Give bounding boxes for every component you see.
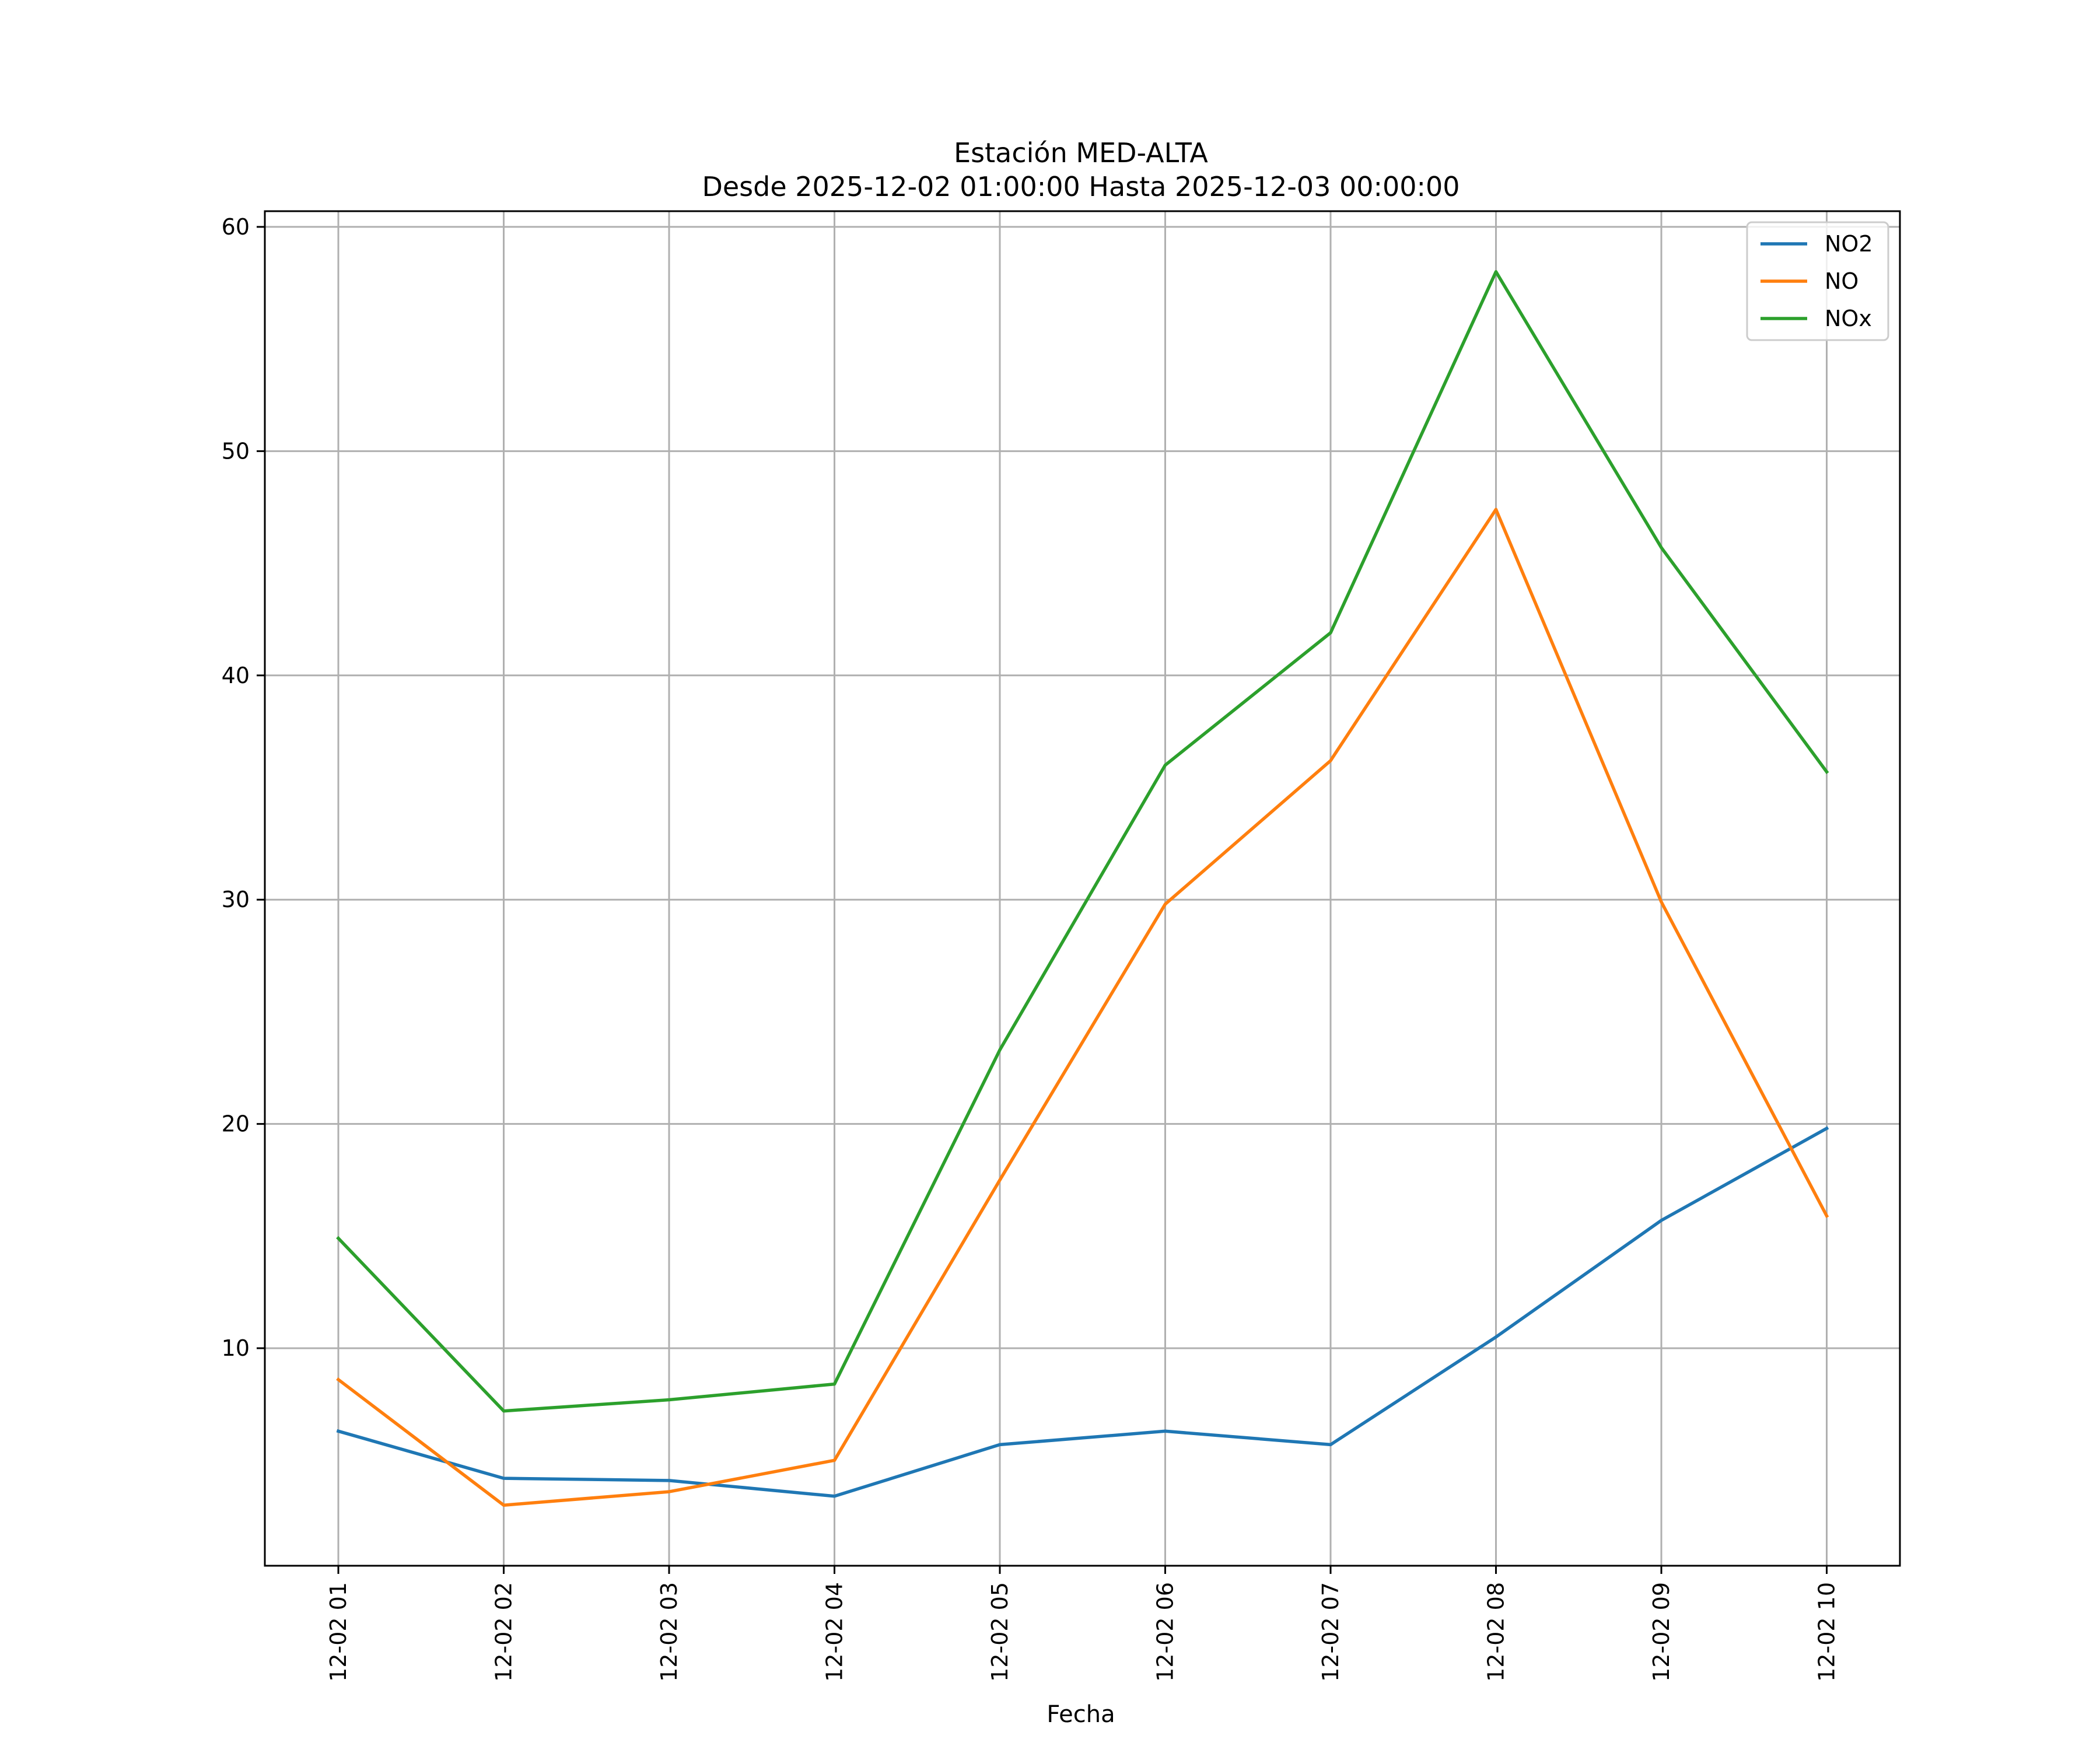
x-tick-label: 12-02 10 bbox=[1814, 1582, 1840, 1682]
x-tick-label: 12-02 03 bbox=[656, 1582, 682, 1682]
grid-lines bbox=[265, 211, 1900, 1566]
series-line-no bbox=[336, 508, 1829, 1507]
legend: NO2 NO NOx bbox=[1746, 221, 1889, 341]
y-tick-label: 40 bbox=[222, 663, 250, 688]
x-tick-label: 12-02 09 bbox=[1648, 1582, 1674, 1682]
chart-subtitle: Desde 2025-12-02 01:00:00 Hasta 2025-12-… bbox=[702, 171, 1460, 202]
x-tick-label: 12-02 05 bbox=[987, 1582, 1013, 1682]
legend-label-no2: NO2 bbox=[1825, 231, 1873, 257]
axis-ticks: 12-02 01 12-02 02 12-02 03 12-02 04 12-02 05… bbox=[222, 214, 1840, 1682]
y-tick-label: 20 bbox=[222, 1111, 250, 1137]
x-tick-label: 12-02 07 bbox=[1318, 1582, 1343, 1682]
plot-frame bbox=[264, 210, 1901, 1567]
x-tick-label: 12-02 08 bbox=[1483, 1582, 1509, 1682]
y-tick-label: 30 bbox=[222, 887, 250, 912]
x-tick-label: 12-02 04 bbox=[822, 1582, 848, 1682]
series-line-nox bbox=[336, 270, 1829, 1413]
y-tick-label: 60 bbox=[222, 214, 250, 240]
x-tick-label: 12-02 02 bbox=[491, 1582, 517, 1682]
x-tick-label: 12-02 06 bbox=[1153, 1582, 1178, 1682]
y-tick-label: 50 bbox=[222, 438, 250, 464]
x-tick-label: 12-02 01 bbox=[326, 1582, 351, 1682]
chart-title: Estación MED-ALTA bbox=[954, 137, 1208, 169]
legend-label-nox: NOx bbox=[1825, 306, 1872, 331]
series-line-no2 bbox=[336, 1126, 1829, 1498]
legend-label-no: NO bbox=[1825, 268, 1859, 294]
y-tick-label: 10 bbox=[222, 1335, 250, 1361]
series-layer bbox=[336, 270, 1829, 1507]
x-axis-label: Fecha bbox=[1046, 1701, 1115, 1728]
legend-box bbox=[1746, 221, 1889, 341]
